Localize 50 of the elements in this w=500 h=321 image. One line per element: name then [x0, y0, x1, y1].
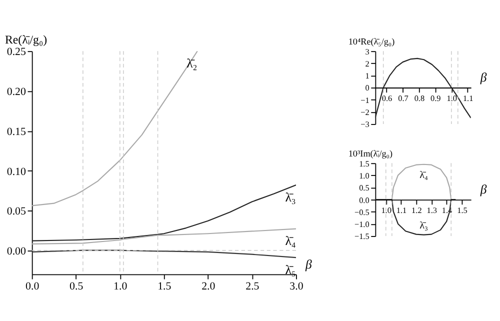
x-tick-label: 1.0 — [114, 280, 128, 292]
series-label: λ̄₃ — [285, 190, 296, 204]
series-label: λ̄₅ — [285, 262, 296, 277]
y-tick-label: 3 — [365, 47, 370, 56]
x-tick-label: 3.0 — [290, 280, 304, 292]
x-tick-label: 1.5 — [457, 206, 468, 215]
y-tick-label: 0 — [365, 84, 370, 93]
y-tick-label: −3 — [360, 120, 370, 130]
y-tick-label: 0.00 — [6, 245, 26, 258]
x-tick-label: 1.1 — [462, 94, 474, 103]
y-tick-label: 0.20 — [6, 86, 26, 98]
x-tick-label: 0.7 — [398, 94, 408, 103]
y-tick-label: 0.25 — [6, 46, 26, 58]
x-tick-label: 0.6 — [382, 94, 392, 103]
series-label: λ̄₃ — [420, 220, 428, 232]
y-tick-label: 2 — [365, 59, 370, 68]
x-tick-label: 0.8 — [414, 94, 425, 103]
y-tick-label: −1.0 — [354, 220, 370, 230]
x-tick-label: 1.5 — [158, 280, 172, 292]
x-tick-label: 1.0 — [446, 94, 457, 103]
y-tick-label: −1.5 — [354, 232, 370, 242]
x-tick-label: 1.2 — [412, 206, 422, 215]
y-tick-label: 0.05 — [6, 206, 26, 218]
x-tick-label: 0.0 — [26, 280, 40, 292]
x-tick-label: 2.5 — [246, 280, 260, 292]
y-tick-label: −1 — [360, 96, 370, 105]
y-tick-label: 1.5 — [359, 159, 370, 168]
x-tick-label: 1.0 — [381, 206, 392, 215]
x-axis-title: β — [479, 70, 488, 85]
y-axis-title: 10³Im(λ̄ᵢ/g₀) — [348, 148, 392, 158]
series-label: λ̄₄ — [420, 170, 428, 182]
x-tick-label: 1.3 — [426, 206, 437, 215]
y-tick-label: 1.0 — [359, 171, 370, 180]
y-tick-label: −2 — [360, 108, 370, 118]
x-tick-label: 2.0 — [202, 280, 216, 292]
y-tick-label: −0.5 — [354, 208, 370, 217]
y-tick-label: 0.15 — [6, 126, 26, 138]
x-tick-label: 0.5 — [70, 280, 84, 292]
y-tick-label: 0.10 — [6, 166, 26, 178]
y-axis-title: 10⁴Re(λ̄₅/g₀) — [348, 36, 395, 46]
x-axis-title: β — [304, 257, 313, 272]
series-label: λ̄₄ — [285, 234, 296, 248]
y-tick-label: 0.5 — [359, 184, 370, 193]
y-axis-title: Re(λ̄ᵢ/g₀) — [5, 32, 48, 46]
series-label: λ̄₂ — [186, 56, 198, 71]
y-tick-label: 1 — [365, 72, 370, 81]
x-axis-title: β — [479, 182, 488, 197]
x-tick-label: 1.1 — [396, 206, 407, 215]
y-tick-label: 0.0 — [359, 196, 370, 205]
x-tick-label: 0.9 — [430, 94, 441, 103]
